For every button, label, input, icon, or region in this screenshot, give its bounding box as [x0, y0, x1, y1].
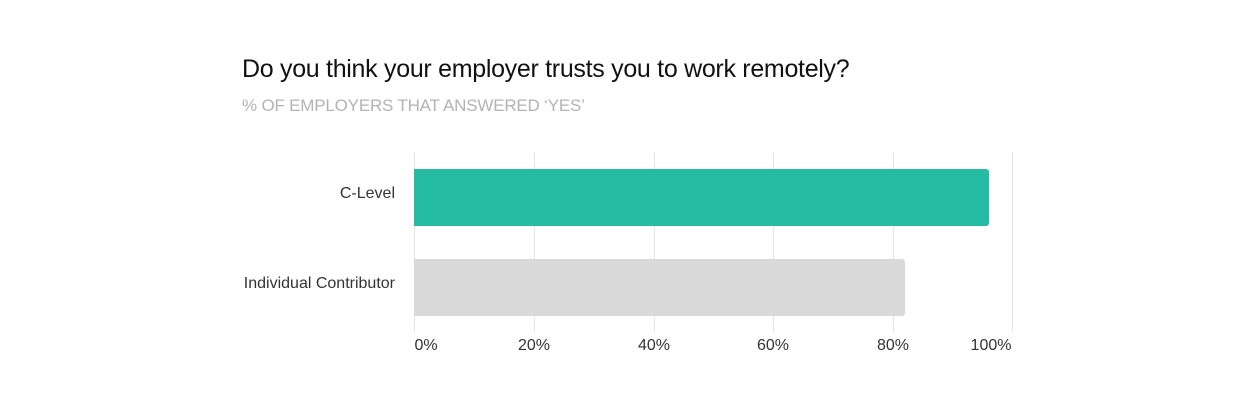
x-tick: 20%	[517, 337, 551, 354]
gridline	[1012, 152, 1013, 332]
chart-subtitle: % OF EMPLOYERS THAT ANSWERED ‘YES’	[242, 96, 585, 115]
category-label: Individual Contributor	[243, 275, 395, 292]
x-tick: 100%	[970, 337, 1012, 354]
gridline	[414, 152, 415, 332]
gridline	[893, 152, 895, 332]
plot-area	[414, 152, 1013, 332]
x-tick: 80%	[876, 337, 910, 354]
bar-c-level	[414, 169, 990, 226]
x-tick: 60%	[756, 337, 790, 354]
x-tick: 40%	[637, 337, 671, 354]
gridline	[653, 152, 655, 332]
gridline	[533, 152, 535, 332]
chart-title: Do you think your employer trusts you to…	[242, 55, 850, 83]
gridline	[773, 152, 775, 332]
x-tick: 0%	[414, 337, 438, 354]
category-label: C-Level	[339, 185, 395, 202]
bar-individual-contributor	[414, 259, 906, 316]
